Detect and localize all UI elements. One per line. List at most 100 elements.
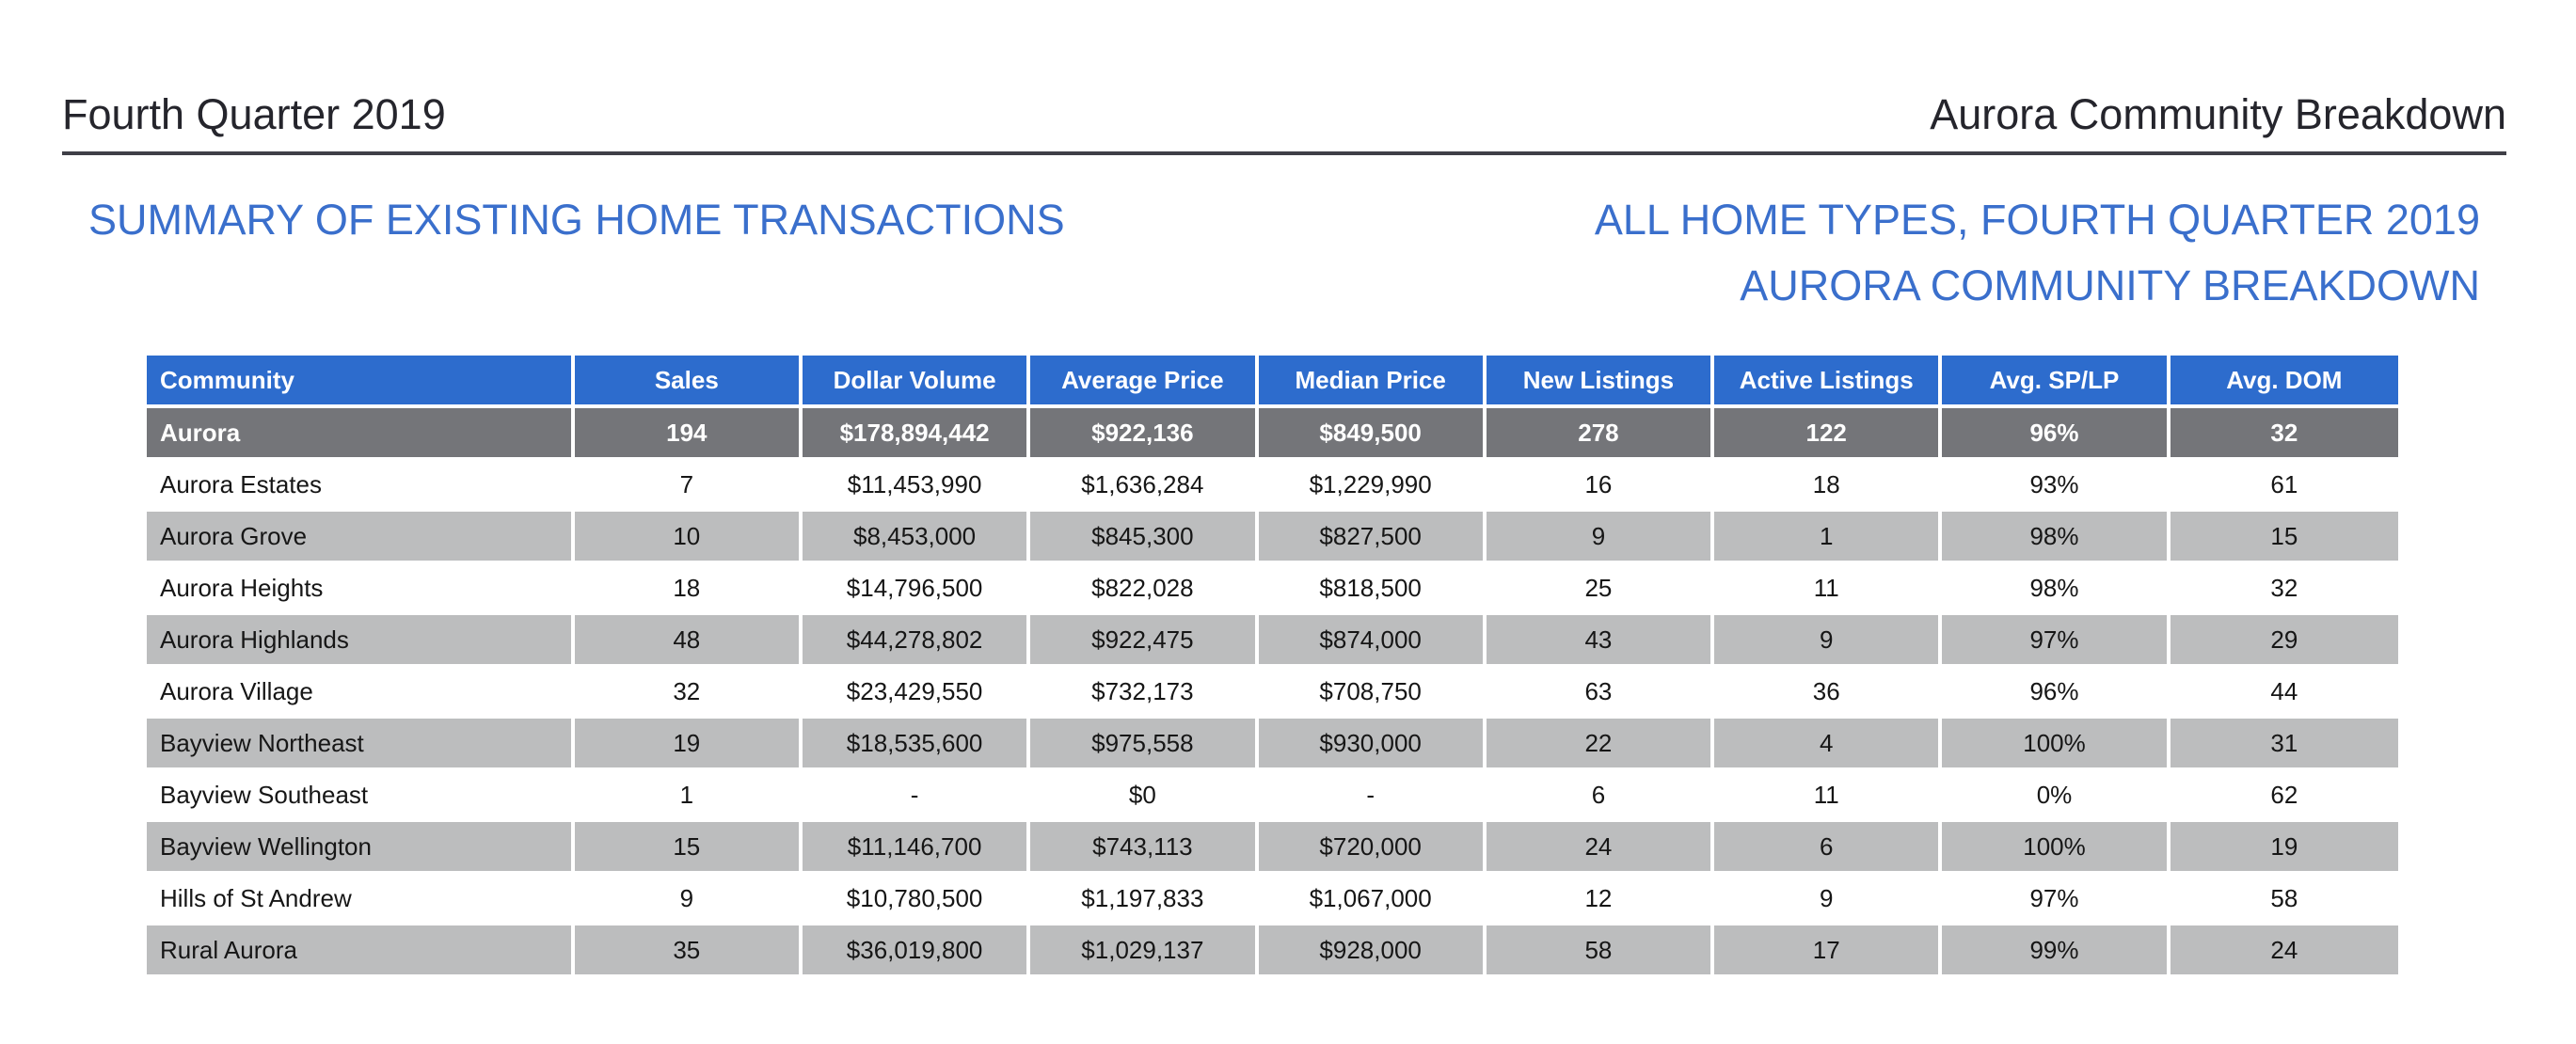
cell-sales: 10 — [574, 512, 803, 563]
cell-median-price: - — [1258, 770, 1487, 822]
cell-avg-dom: 62 — [2170, 770, 2398, 822]
cell-community: Aurora Estates — [147, 460, 575, 512]
cell-avg-dom: 19 — [2170, 822, 2398, 874]
table-row: Bayview Southeast 1 - $0 - 6 11 0% 62 — [147, 770, 2398, 822]
cell-avg-dom: 58 — [2170, 874, 2398, 925]
cell-median-price: $708,750 — [1258, 667, 1487, 719]
cell-median-price: $930,000 — [1258, 719, 1487, 770]
cell-sales: 7 — [574, 460, 803, 512]
cell-avg-splp: 100% — [1942, 822, 2171, 874]
cell-dollar-volume: - — [802, 770, 1031, 822]
cell-median-price: $818,500 — [1258, 563, 1487, 615]
cell-median-price: $1,229,990 — [1258, 460, 1487, 512]
cell-new-listings: 22 — [1486, 719, 1715, 770]
cell-active-listings: 4 — [1714, 719, 1943, 770]
cell-average-price: $1,197,833 — [1030, 874, 1259, 925]
section-title-right: ALL HOME TYPES, FOURTH QUARTER 2019 AURO… — [1595, 196, 2506, 310]
cell-active-listings: 1 — [1714, 512, 1943, 563]
cell-community: Hills of St Andrew — [147, 874, 575, 925]
cell-avg-dom: 31 — [2170, 719, 2398, 770]
cell-new-listings: 6 — [1486, 770, 1715, 822]
cell-new-listings: 278 — [1486, 408, 1715, 460]
cell-new-listings: 24 — [1486, 822, 1715, 874]
cell-median-price: $849,500 — [1258, 408, 1487, 460]
column-header-sales: Sales — [574, 356, 803, 408]
cell-active-listings: 122 — [1714, 408, 1943, 460]
cell-median-price: $827,500 — [1258, 512, 1487, 563]
cell-avg-dom: 29 — [2170, 615, 2398, 667]
cell-average-price: $732,173 — [1030, 667, 1259, 719]
masthead-divider — [62, 151, 2506, 155]
cell-sales: 194 — [574, 408, 803, 460]
cell-active-listings: 11 — [1714, 563, 1943, 615]
cell-new-listings: 9 — [1486, 512, 1715, 563]
cell-active-listings: 18 — [1714, 460, 1943, 512]
cell-new-listings: 25 — [1486, 563, 1715, 615]
cell-avg-splp: 98% — [1942, 563, 2171, 615]
cell-average-price: $1,029,137 — [1030, 925, 1259, 977]
cell-dollar-volume: $18,535,600 — [802, 719, 1031, 770]
cell-avg-splp: 96% — [1942, 408, 2171, 460]
community-stats-table: Community Sales Dollar Volume Average Pr… — [147, 356, 2398, 977]
cell-avg-dom: 32 — [2170, 563, 2398, 615]
table-row: Hills of St Andrew 9 $10,780,500 $1,197,… — [147, 874, 2398, 925]
cell-average-price: $845,300 — [1030, 512, 1259, 563]
cell-sales: 48 — [574, 615, 803, 667]
cell-average-price: $1,636,284 — [1030, 460, 1259, 512]
cell-avg-splp: 97% — [1942, 615, 2171, 667]
section-title-left: SUMMARY OF EXISTING HOME TRANSACTIONS — [88, 196, 1065, 244]
cell-avg-splp: 0% — [1942, 770, 2171, 822]
cell-community: Aurora Village — [147, 667, 575, 719]
column-header-new-listings: New Listings — [1486, 356, 1715, 408]
column-header-average-price: Average Price — [1030, 356, 1259, 408]
column-header-community: Community — [147, 356, 575, 408]
cell-active-listings: 17 — [1714, 925, 1943, 977]
column-header-median-price: Median Price — [1258, 356, 1487, 408]
report-title: Aurora Community Breakdown — [1930, 90, 2506, 138]
cell-dollar-volume: $11,146,700 — [802, 822, 1031, 874]
cell-average-price: $743,113 — [1030, 822, 1259, 874]
summary-row-aurora: Aurora 194 $178,894,442 $922,136 $849,50… — [147, 408, 2398, 460]
cell-active-listings: 9 — [1714, 874, 1943, 925]
column-header-avg-splp: Avg. SP/LP — [1942, 356, 2171, 408]
cell-dollar-volume: $11,453,990 — [802, 460, 1031, 512]
cell-active-listings: 11 — [1714, 770, 1943, 822]
cell-dollar-volume: $14,796,500 — [802, 563, 1031, 615]
cell-community: Bayview Wellington — [147, 822, 575, 874]
cell-avg-splp: 100% — [1942, 719, 2171, 770]
section-titles: SUMMARY OF EXISTING HOME TRANSACTIONS AL… — [62, 196, 2506, 310]
table-row: Bayview Wellington 15 $11,146,700 $743,1… — [147, 822, 2398, 874]
cell-average-price: $975,558 — [1030, 719, 1259, 770]
cell-community: Aurora Heights — [147, 563, 575, 615]
table-row: Aurora Highlands 48 $44,278,802 $922,475… — [147, 615, 2398, 667]
table-row: Aurora Village 32 $23,429,550 $732,173 $… — [147, 667, 2398, 719]
cell-community: Aurora Grove — [147, 512, 575, 563]
cell-community: Bayview Northeast — [147, 719, 575, 770]
cell-dollar-volume: $44,278,802 — [802, 615, 1031, 667]
table-header-row: Community Sales Dollar Volume Average Pr… — [147, 356, 2398, 408]
cell-dollar-volume: $10,780,500 — [802, 874, 1031, 925]
cell-avg-splp: 99% — [1942, 925, 2171, 977]
cell-avg-splp: 93% — [1942, 460, 2171, 512]
cell-community: Aurora Highlands — [147, 615, 575, 667]
cell-sales: 35 — [574, 925, 803, 977]
cell-new-listings: 58 — [1486, 925, 1715, 977]
column-header-active-listings: Active Listings — [1714, 356, 1943, 408]
cell-average-price: $0 — [1030, 770, 1259, 822]
cell-sales: 19 — [574, 719, 803, 770]
cell-community: Bayview Southeast — [147, 770, 575, 822]
cell-dollar-volume: $23,429,550 — [802, 667, 1031, 719]
masthead: Fourth Quarter 2019 Aurora Community Bre… — [62, 0, 2506, 139]
cell-new-listings: 16 — [1486, 460, 1715, 512]
cell-median-price: $1,067,000 — [1258, 874, 1487, 925]
section-title-right-line1: ALL HOME TYPES, FOURTH QUARTER 2019 — [1594, 196, 2480, 244]
cell-median-price: $928,000 — [1258, 925, 1487, 977]
cell-sales: 15 — [574, 822, 803, 874]
cell-new-listings: 12 — [1486, 874, 1715, 925]
cell-median-price: $720,000 — [1258, 822, 1487, 874]
cell-community: Aurora — [147, 408, 575, 460]
cell-avg-dom: 32 — [2170, 408, 2398, 460]
cell-active-listings: 9 — [1714, 615, 1943, 667]
cell-sales: 32 — [574, 667, 803, 719]
